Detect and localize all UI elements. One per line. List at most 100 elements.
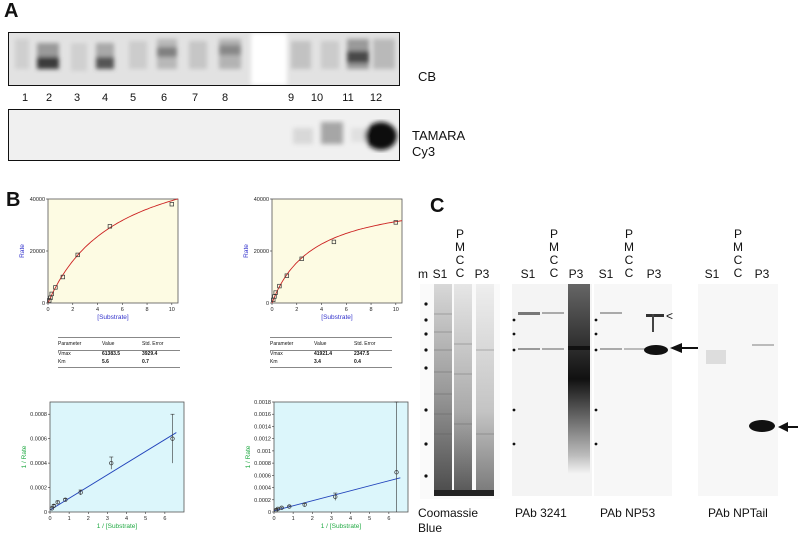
y-tick-label: 40000 <box>30 197 45 203</box>
table-header: Value <box>314 341 327 347</box>
lane-number: 3 <box>73 92 81 104</box>
table-cell: 0.4 <box>354 359 361 365</box>
lane-number: 4 <box>101 92 109 104</box>
table-cell: 3929.4 <box>142 351 158 357</box>
s1-header: S1 <box>432 267 448 281</box>
y-tick-label: 0 <box>42 301 45 307</box>
x-tick-label: 1 <box>292 516 295 522</box>
lane-number: 12 <box>369 92 383 104</box>
y-tick-label: 0 <box>266 301 269 307</box>
x-tick-label: 5 <box>144 516 147 522</box>
panel-c-label: C <box>430 195 445 217</box>
y-tick-label: 0.0006 <box>30 437 47 443</box>
x-tick-label: 8 <box>146 307 149 313</box>
table-cell: Vmax <box>270 351 283 357</box>
s1-header: S1 <box>520 267 536 281</box>
p3-header: P3 <box>474 267 490 281</box>
x-tick-label: 2 <box>311 516 314 522</box>
table-cell: 0.7 <box>142 359 149 365</box>
pab3241-blot: > <box>512 284 592 496</box>
x-tick-label: 0 <box>272 516 275 522</box>
y-tick-label: 0.0002 <box>254 498 271 504</box>
lb-plot-left: 0 0.0002 0.0004 0.0006 0.0008 0 1 2 3 4 5 6 1 / [Sub… <box>21 401 185 530</box>
x-tick-label: 6 <box>121 307 124 313</box>
x-tick-label: 3 <box>330 516 333 522</box>
table-cell: Km <box>270 359 278 365</box>
cy3-label: Cy3 <box>412 144 436 159</box>
data-point <box>273 290 278 295</box>
arrow-icon <box>778 422 798 432</box>
data-point <box>53 285 58 290</box>
x-axis-label: [Substrate] <box>97 314 129 321</box>
y-axis-label: Rate <box>243 244 250 258</box>
p3-header: P3 <box>568 267 584 281</box>
panel-b-label: B <box>6 189 21 211</box>
coomassie-label-2: Blue <box>418 521 443 535</box>
fluorescence-gel <box>8 109 400 161</box>
x-tick-label: 3 <box>106 516 109 522</box>
data-point <box>51 503 56 509</box>
table-header: Parameter <box>270 341 294 347</box>
lane-number: 1 <box>21 92 29 104</box>
y-tick-label: 40000 <box>254 197 269 203</box>
data-point <box>394 470 399 475</box>
data-point <box>109 460 114 466</box>
x-tick-label: 1 <box>68 516 71 522</box>
lane-number: 11 <box>342 92 354 104</box>
lane-number: 8 <box>221 92 229 104</box>
y-tick-label: 0.0004 <box>254 486 271 492</box>
plot-area <box>273 401 409 513</box>
pabnptail-label: PAb NPTail <box>708 506 768 520</box>
table-cell: 61383.5 <box>102 351 121 357</box>
y-axis-label: Rate <box>19 244 26 258</box>
x-tick-label: 0 <box>46 307 49 313</box>
data-point <box>284 273 290 278</box>
fit-curve <box>271 220 403 304</box>
table-cell: 2347.5 <box>354 351 370 357</box>
lane-number: 7 <box>191 92 199 104</box>
lane-number: 6 <box>160 92 168 104</box>
lane-number: 5 <box>129 92 137 104</box>
pabnptail-blot <box>698 284 798 496</box>
mm-plot-right: 0 20000 40000 0 2 4 6 8 10 [Substrate] Rate <box>243 197 403 321</box>
data-point <box>299 256 304 261</box>
coomassie-label-1: Coomassie <box>418 506 479 520</box>
y-tick-label: 0.0014 <box>254 424 271 430</box>
y-tick-label: 20000 <box>30 249 45 255</box>
data-point <box>55 500 60 505</box>
data-point <box>49 291 54 297</box>
y-tick-label: 0.0008 <box>30 412 47 418</box>
x-tick-label: 10 <box>169 307 175 313</box>
p3-header: P3 <box>646 267 662 281</box>
plot-area <box>271 198 403 304</box>
x-tick-label: 4 <box>125 516 128 522</box>
data-point <box>302 502 307 507</box>
fit-line <box>273 477 401 512</box>
y-tick-label: 0.0008 <box>254 461 271 467</box>
x-tick-label: 0 <box>48 516 51 522</box>
data-point <box>60 274 66 280</box>
x-axis-label: 1 / [Substrate] <box>97 523 138 530</box>
table-header: Std. Error <box>354 341 376 347</box>
p3-header: P3 <box>754 267 770 281</box>
x-tick-label: 2 <box>87 516 90 522</box>
y-axis-label: 1 / Rate <box>21 445 28 468</box>
data-point <box>75 252 80 258</box>
lane-number: 2 <box>45 92 53 104</box>
x-tick-label: 5 <box>368 516 371 522</box>
arrowhead-icon: < <box>666 309 673 323</box>
table-cell: Km <box>58 359 66 365</box>
x-tick-label: 4 <box>349 516 352 522</box>
table-header: Parameter <box>58 341 82 347</box>
x-axis-label: 1 / [Substrate] <box>321 523 362 530</box>
pab3241-label: PAb 3241 <box>515 506 567 520</box>
data-point <box>170 436 175 441</box>
table-cell: Vmax <box>58 351 71 357</box>
data-point <box>279 505 284 510</box>
x-tick-label: 6 <box>163 516 166 522</box>
coomassie-gel-bands <box>9 33 399 85</box>
data-point <box>107 224 113 229</box>
pabnp53-label: PAb NP53 <box>600 506 656 520</box>
coomassie-gel <box>8 32 400 86</box>
